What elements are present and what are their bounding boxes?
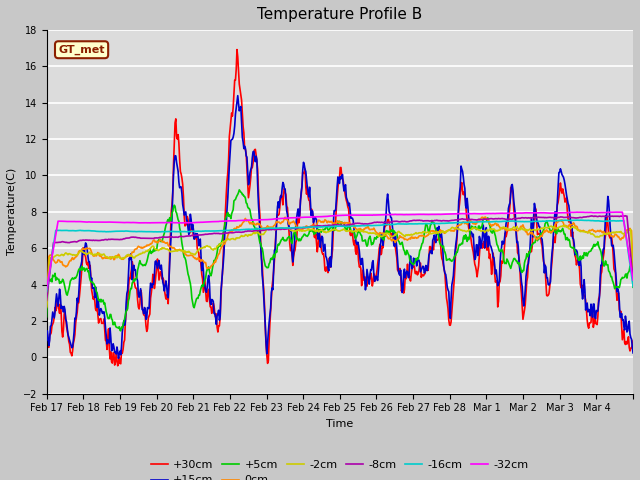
-32cm [433,211,441,217]
+5cm [402,252,410,258]
0cm [401,237,408,242]
+30cm [272,228,280,234]
-8cm [271,227,278,232]
+30cm [629,338,637,344]
0cm [271,223,278,228]
+15cm [402,271,410,276]
+5cm [435,235,443,241]
+30cm [250,151,258,156]
-16cm [573,217,581,223]
-16cm [220,228,227,233]
+5cm [111,323,119,328]
-32cm [248,217,256,223]
-16cm [43,288,51,294]
+30cm [233,47,241,52]
Line: +30cm: +30cm [47,49,633,366]
-8cm [111,237,119,242]
-32cm [271,216,278,222]
Line: -8cm: -8cm [47,216,633,300]
-8cm [433,217,441,223]
-32cm [614,209,622,215]
Line: 0cm: 0cm [47,217,633,308]
+30cm [114,363,122,369]
-8cm [248,228,256,234]
+30cm [43,344,51,349]
-8cm [401,218,408,224]
-2cm [561,223,569,228]
Line: +5cm: +5cm [47,190,633,331]
+15cm [43,337,51,343]
-16cm [111,228,119,234]
-32cm [401,212,408,217]
-2cm [43,303,51,309]
0cm [220,241,227,247]
Y-axis label: Temperature(C): Temperature(C) [7,168,17,255]
+5cm [43,314,51,320]
+5cm [250,223,258,229]
Title: Temperature Profile B: Temperature Profile B [257,7,422,22]
-8cm [629,276,637,282]
-2cm [248,231,256,237]
0cm [482,214,490,220]
0cm [111,253,119,259]
-8cm [621,213,629,219]
-32cm [220,218,227,224]
-16cm [433,221,441,227]
Line: +15cm: +15cm [47,96,633,358]
Text: GT_met: GT_met [58,45,105,55]
+15cm [220,250,228,255]
+5cm [629,284,637,290]
0cm [43,305,51,311]
0cm [629,268,637,274]
+5cm [220,227,228,233]
-2cm [271,226,278,232]
-2cm [629,274,637,279]
-8cm [43,298,51,303]
X-axis label: Time: Time [326,419,353,429]
+30cm [402,276,410,282]
0cm [433,230,441,236]
-2cm [401,233,408,239]
Line: -32cm: -32cm [47,212,633,289]
+5cm [117,328,125,334]
+5cm [236,187,243,193]
-2cm [220,239,227,244]
+30cm [220,233,228,239]
Legend: +30cm, +15cm, +5cm, 0cm, -2cm, -8cm, -16cm, -32cm: +30cm, +15cm, +5cm, 0cm, -2cm, -8cm, -16… [147,456,533,480]
+15cm [250,148,258,154]
+15cm [272,231,280,237]
+15cm [115,355,122,361]
-16cm [248,227,256,232]
+30cm [435,233,443,239]
-8cm [220,230,227,236]
-2cm [433,229,441,235]
0cm [248,221,256,227]
Line: -16cm: -16cm [47,220,633,291]
Line: -2cm: -2cm [47,226,633,306]
-32cm [629,277,637,283]
-16cm [401,221,408,227]
+15cm [435,223,443,229]
+5cm [272,248,280,254]
-32cm [43,286,51,292]
+15cm [629,350,637,356]
-2cm [111,253,119,259]
-32cm [111,219,119,225]
+15cm [111,349,119,355]
+30cm [111,360,119,365]
-16cm [271,225,278,231]
-16cm [629,284,637,289]
+15cm [234,93,241,98]
